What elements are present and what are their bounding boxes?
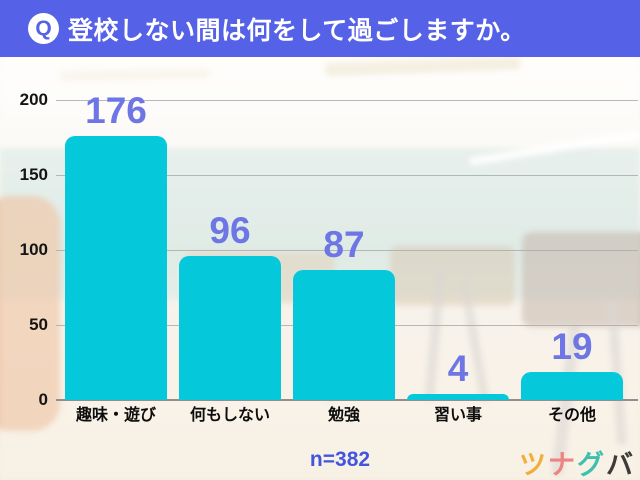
tsunaguba-logo: ツナグバ [505,443,635,480]
y-tick-label-100: 100 [19,240,48,259]
category-label-習い事: 習い事 [433,407,482,424]
question-header: Q 登校しない間は何をして過ごしますか。 [0,0,640,57]
desk-shape [390,246,515,306]
gridline-150 [56,175,638,176]
gridline-200 [56,100,638,101]
category-label-何もしない: 何もしない [189,407,270,424]
bar-何もしない [179,256,281,400]
q-icon: Q [28,13,59,44]
gridline-100 [56,250,638,251]
logo-char: ツ [519,450,548,480]
category-label-その他: その他 [547,407,596,424]
category-label-勉強: 勉強 [327,407,360,424]
sample-size-label: n=382 [309,448,371,471]
value-label-趣味・遊び: 176 [85,90,147,131]
bar-勉強 [293,269,395,400]
bar-趣味・遊び [65,136,167,400]
logo-char: バ [606,450,635,480]
y-tick-label-50: 50 [29,315,48,334]
y-tick-label-0: 0 [38,390,48,409]
value-label-その他: 19 [551,325,593,367]
x-axis-line [56,399,638,401]
value-label-習い事: 4 [447,348,469,389]
chair-shape [0,196,60,431]
logo-char: グ [577,450,606,480]
bar-習い事 [407,394,509,400]
y-tick-label-150: 150 [19,165,48,184]
value-label-何もしない: 96 [209,210,251,251]
y-tick-label-200: 200 [19,90,48,109]
desk-shape [522,232,640,327]
logo-char: ナ [548,450,577,480]
question-title: 登校しない間は何をして過ごしますか。 [68,16,526,45]
value-label-勉強: 87 [323,223,365,265]
category-label-趣味・遊び: 趣味・遊び [75,407,156,424]
bar-その他 [521,371,623,400]
